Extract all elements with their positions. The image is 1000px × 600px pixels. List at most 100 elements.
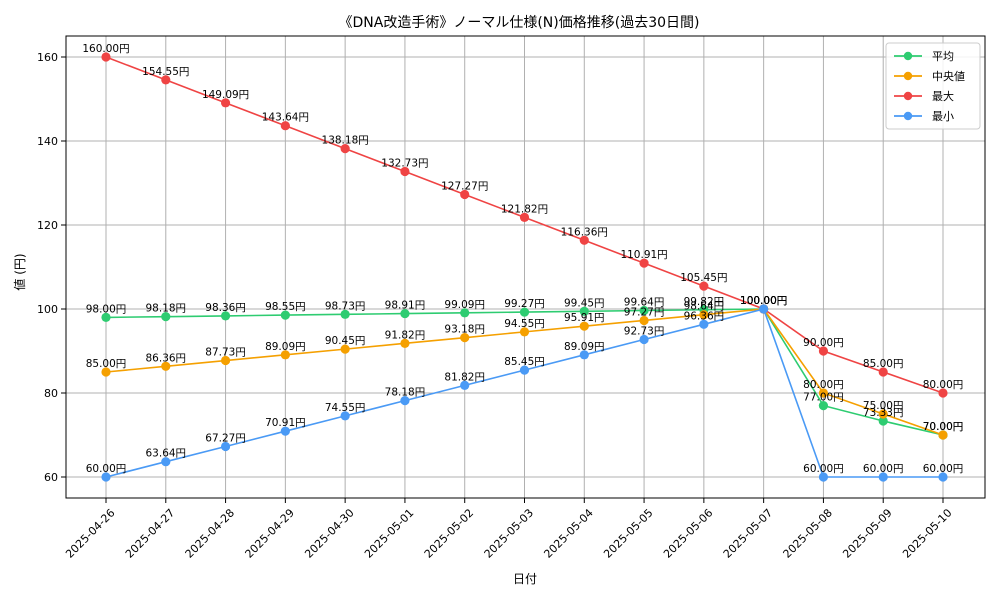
data-label: 67.27円 <box>205 432 246 444</box>
y-tick-label: 120 <box>37 219 58 232</box>
data-label: 81.82円 <box>444 371 485 383</box>
data-point <box>101 367 111 377</box>
series-layer <box>101 52 948 482</box>
data-label: 78.18円 <box>385 387 426 399</box>
data-labels: 98.00円 98.18円 98.36円 98.55円 98.73円 98.91円 99.0… <box>82 43 963 475</box>
data-label: 85.00円 <box>863 358 904 370</box>
data-label: 110.91円 <box>620 249 667 261</box>
x-tick-label: 2025-05-05 <box>601 506 655 560</box>
data-label: 75.00円 <box>863 400 904 412</box>
data-label: 80.00円 <box>923 379 964 391</box>
x-tick-label: 2025-05-02 <box>422 506 476 560</box>
grid <box>66 36 985 498</box>
data-point <box>579 306 589 316</box>
data-point <box>519 307 530 317</box>
data-label: 154.55円 <box>142 66 189 78</box>
data-label: 127.27円 <box>441 180 488 192</box>
data-point <box>280 310 290 320</box>
data-point <box>579 350 589 360</box>
data-point <box>101 52 111 62</box>
data-label: 90.00円 <box>803 337 844 349</box>
data-label: 132.73円 <box>381 158 428 170</box>
data-point <box>519 327 530 337</box>
legend-label: 中央値 <box>932 70 965 83</box>
data-point <box>460 308 470 318</box>
data-label: 90.45円 <box>325 335 366 347</box>
data-label: 94.55円 <box>504 318 545 330</box>
data-label: 160.00円 <box>82 43 129 55</box>
data-point <box>101 472 111 482</box>
x-tick-label: 2025-05-07 <box>721 506 775 560</box>
data-label: 77.00円 <box>803 392 844 404</box>
data-label: 98.91円 <box>385 300 426 312</box>
data-label: 93.18円 <box>444 324 485 336</box>
chart-title: 《DNA改造手術》ノーマル仕様(N)価格推移(過去30日間) <box>339 15 700 31</box>
legend-swatch-marker <box>903 91 913 101</box>
x-tick-label: 2025-05-06 <box>661 506 715 560</box>
data-label: 143.64円 <box>262 112 309 124</box>
data-point <box>818 346 829 356</box>
data-label: 70.00円 <box>923 421 964 433</box>
data-point <box>280 426 290 436</box>
data-point <box>878 416 888 426</box>
data-label: 98.73円 <box>325 300 366 312</box>
data-label: 98.00円 <box>86 303 127 315</box>
x-axis-label: 日付 <box>513 572 537 586</box>
data-point <box>579 321 589 331</box>
data-label: 99.09円 <box>444 299 485 311</box>
y-tick-label: 80 <box>44 387 58 400</box>
data-label: 86.36円 <box>146 352 187 364</box>
data-point <box>220 311 231 321</box>
data-point <box>460 333 470 343</box>
x-tick-label: 2025-05-08 <box>781 506 835 560</box>
x-tick-label: 2025-05-09 <box>840 506 894 560</box>
data-label: 95.91円 <box>564 312 605 324</box>
data-label: 80.00円 <box>803 379 844 391</box>
data-label: 100.00円 <box>740 295 787 307</box>
legend-box <box>885 42 981 130</box>
x-tick-label: 2025-05-03 <box>482 506 536 560</box>
data-label: 85.45円 <box>504 356 545 368</box>
data-label: 100.00円 <box>740 295 787 307</box>
data-point <box>759 304 769 314</box>
legend-swatch-marker <box>903 111 913 121</box>
data-point <box>340 344 350 354</box>
data-point <box>639 258 649 268</box>
data-point <box>699 319 709 329</box>
x-tick-label: 2025-04-27 <box>123 506 177 560</box>
data-label: 99.27円 <box>504 298 545 310</box>
data-point <box>161 457 171 467</box>
data-point <box>818 401 829 411</box>
data-point <box>161 361 171 371</box>
data-point <box>699 281 709 291</box>
y-axis-label: 値 (円) <box>12 253 27 290</box>
plot-frame <box>65 35 986 499</box>
data-label: 85.00円 <box>86 358 127 370</box>
y-tick-label: 140 <box>37 135 58 148</box>
data-label: 70.00円 <box>923 421 964 433</box>
data-label: 87.73円 <box>205 347 246 359</box>
legend-label: 最大 <box>932 89 954 103</box>
x-tick-label: 2025-05-10 <box>900 506 954 560</box>
data-point <box>340 309 350 319</box>
data-point <box>818 388 829 398</box>
legend-label: 最小 <box>932 110 954 123</box>
x-tick-label: 2025-04-28 <box>183 506 237 560</box>
data-label: 149.09円 <box>202 89 249 101</box>
data-label: 60.00円 <box>803 463 844 475</box>
data-label: 96.36円 <box>684 310 725 322</box>
x-tick-label: 2025-05-01 <box>362 506 416 560</box>
data-label: 116.36円 <box>561 226 608 238</box>
data-label: 98.18円 <box>146 303 187 315</box>
data-label: 100.00円 <box>740 295 787 307</box>
data-point <box>639 305 649 316</box>
data-label: 98.64円 <box>684 301 725 313</box>
data-point <box>639 315 649 326</box>
data-point <box>460 189 470 200</box>
data-label: 97.27円 <box>624 306 665 318</box>
data-point <box>938 430 948 440</box>
data-point <box>340 144 350 154</box>
legend-label: 平均 <box>932 50 954 63</box>
legend-swatch-marker <box>903 51 913 61</box>
